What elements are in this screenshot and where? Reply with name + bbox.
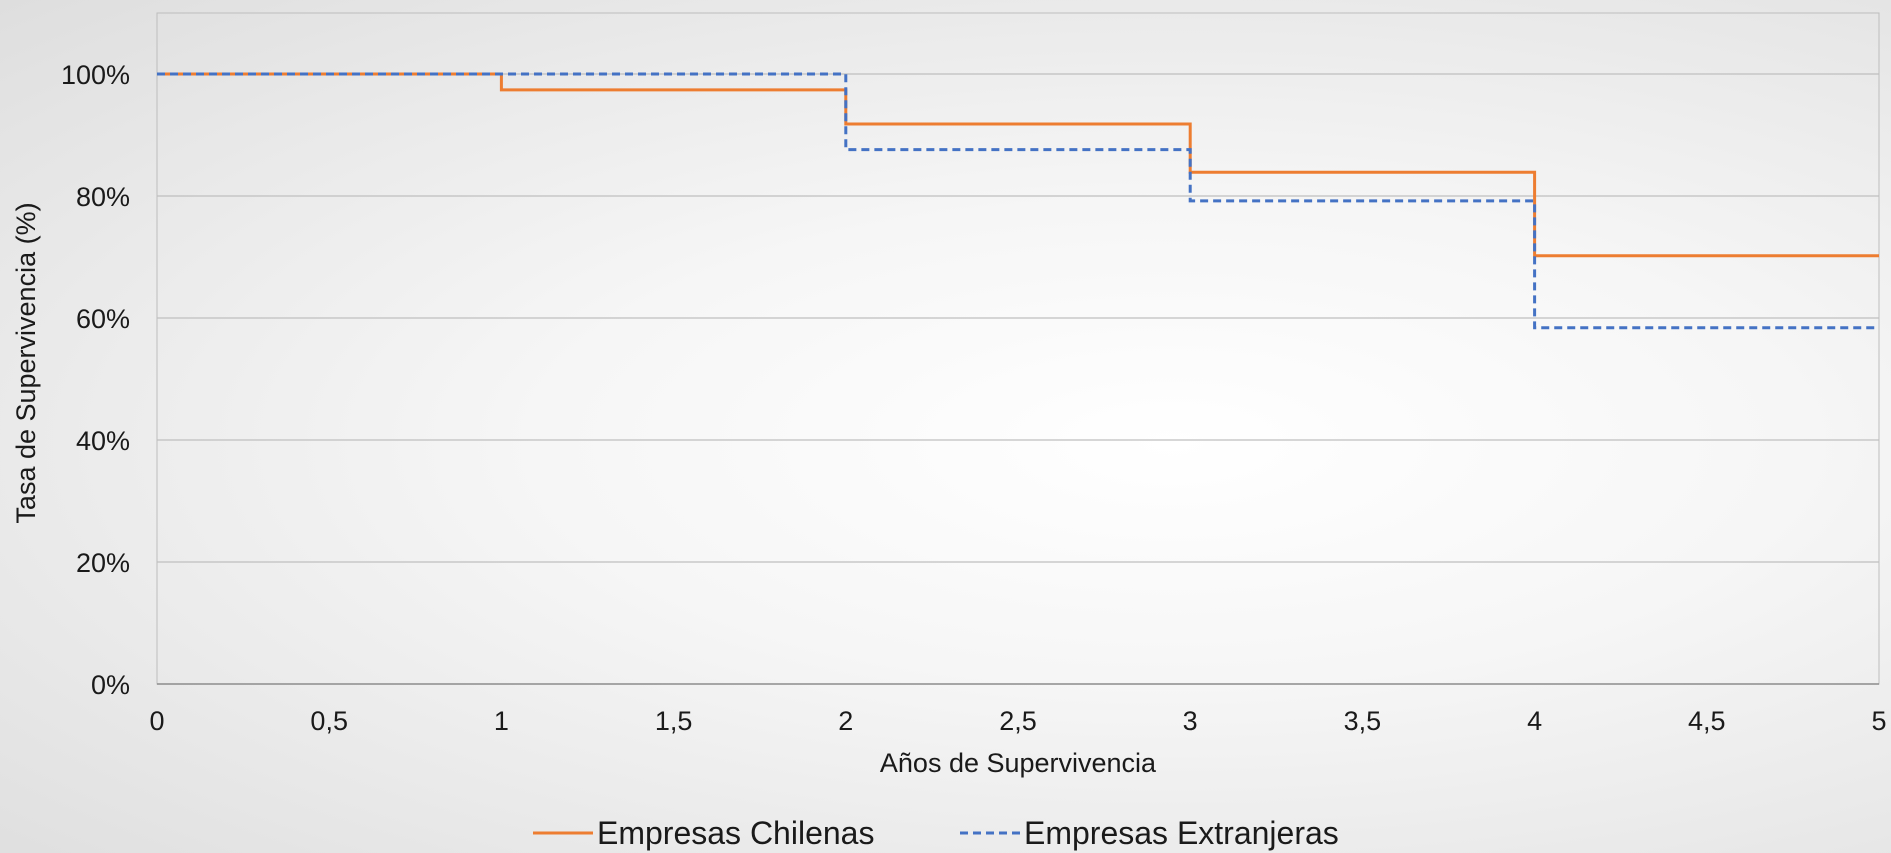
x-tick-label: 3,5 — [1344, 706, 1382, 736]
x-tick-labels: 0 0,5 1 1,5 2 2,5 3 3,5 4 4,5 5 — [149, 706, 1886, 736]
x-tick-label: 0,5 — [310, 706, 348, 736]
legend: Empresas Chilenas Empresas Extranjeras — [533, 815, 1339, 851]
y-tick-label: 20% — [76, 548, 130, 578]
x-tick-label: 4,5 — [1688, 706, 1726, 736]
x-tick-label: 5 — [1871, 706, 1886, 736]
x-tick-label: 2 — [838, 706, 853, 736]
y-axis-title: Tasa de Supervivencia (%) — [11, 202, 41, 523]
series-line-0 — [157, 72, 1879, 258]
legend-label-extranjeras: Empresas Extranjeras — [1024, 815, 1339, 851]
series-line-1 — [157, 72, 1879, 330]
x-tick-label: 1,5 — [655, 706, 693, 736]
y-tick-labels: 0% 20% 40% 60% 80% 100% — [61, 60, 130, 700]
legend-label-chilenas: Empresas Chilenas — [597, 815, 874, 851]
x-tick-label: 0 — [149, 706, 164, 736]
x-tick-label: 4 — [1527, 706, 1542, 736]
y-tick-label: 40% — [76, 426, 130, 456]
x-tick-label: 3 — [1183, 706, 1198, 736]
y-tick-label: 100% — [61, 60, 130, 90]
x-tick-label: 1 — [494, 706, 509, 736]
series-lines — [157, 72, 1879, 330]
x-tick-label: 2,5 — [999, 706, 1037, 736]
y-tick-label: 60% — [76, 304, 130, 334]
y-tick-label: 80% — [76, 182, 130, 212]
plot-area — [156, 12, 1880, 685]
legend-item-extranjeras: Empresas Extranjeras — [960, 815, 1339, 851]
y-tick-label: 0% — [91, 670, 130, 700]
x-axis-title: Años de Supervivencia — [880, 748, 1157, 778]
legend-item-chilenas: Empresas Chilenas — [533, 815, 874, 851]
grid-lines — [157, 73, 1879, 563]
